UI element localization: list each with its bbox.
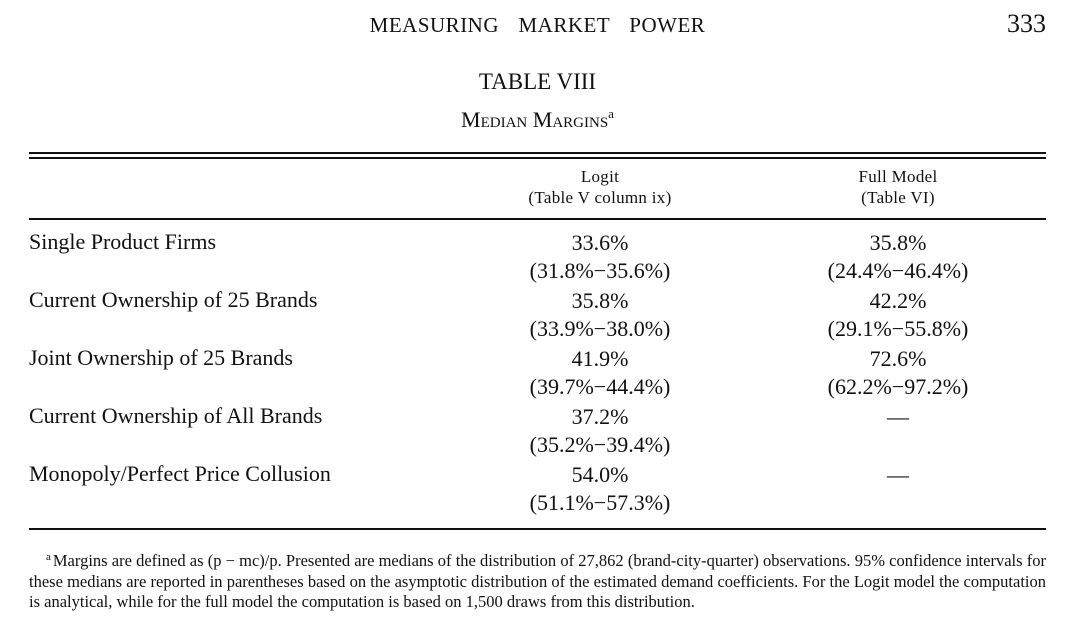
table-caption: Median Marginsa bbox=[0, 106, 1075, 133]
header-rule bbox=[29, 218, 1046, 220]
table-label: TABLE VIII bbox=[478, 69, 597, 94]
table-row: Single Product Firms 33.6% (31.8%−35.6%)… bbox=[0, 229, 1091, 287]
full-model-median: 35.8% bbox=[869, 230, 927, 255]
page-number: 333 bbox=[1007, 9, 1046, 38]
full-model-cell: 42.2% (29.1%−55.8%) bbox=[768, 287, 1028, 343]
full-model-cell: 72.6% (62.2%−97.2%) bbox=[768, 345, 1028, 401]
full-model-median: 72.6% bbox=[869, 346, 927, 371]
table-row: Current Ownership of All Brands 37.2% (3… bbox=[0, 403, 1091, 461]
logit-cell: 37.2% (35.2%−39.4%) bbox=[470, 403, 730, 459]
full-model-interval: (62.2%−97.2%) bbox=[827, 374, 969, 399]
column-header-full-model-title: Full Model bbox=[858, 167, 938, 186]
logit-cell: 33.6% (31.8%−35.6%) bbox=[470, 229, 730, 285]
row-label: Current Ownership of 25 Brands bbox=[29, 287, 318, 312]
caption-footnote-marker: a bbox=[608, 106, 614, 121]
full-model-median: 42.2% bbox=[869, 288, 927, 313]
top-rule-second bbox=[29, 157, 1046, 159]
column-header-logit-subtitle: (Table V column ix) bbox=[528, 188, 672, 207]
logit-interval: (39.7%−44.4%) bbox=[529, 374, 671, 399]
table-row: Joint Ownership of 25 Brands 41.9% (39.7… bbox=[0, 345, 1091, 403]
top-rule bbox=[29, 152, 1046, 154]
logit-median: 33.6% bbox=[571, 230, 629, 255]
full-model-cell: — bbox=[768, 461, 1028, 489]
logit-interval: (33.9%−38.0%) bbox=[529, 316, 671, 341]
row-label: Current Ownership of All Brands bbox=[29, 403, 323, 428]
footnote-marker: a bbox=[46, 551, 51, 563]
bottom-rule bbox=[29, 528, 1046, 530]
logit-median: 41.9% bbox=[571, 346, 629, 371]
full-model-interval: (29.1%−55.8%) bbox=[827, 316, 969, 341]
logit-median: 35.8% bbox=[571, 288, 629, 313]
logit-cell: 54.0% (51.1%−57.3%) bbox=[470, 461, 730, 517]
full-model-interval: (24.4%−46.4%) bbox=[827, 258, 969, 283]
logit-median: 54.0% bbox=[571, 462, 629, 487]
logit-median: 37.2% bbox=[571, 404, 629, 429]
row-label: Monopoly/Perfect Price Collusion bbox=[29, 461, 331, 486]
table-row: Monopoly/Perfect Price Collusion 54.0% (… bbox=[0, 461, 1091, 519]
full-model-median: — bbox=[887, 404, 909, 429]
logit-cell: 35.8% (33.9%−38.0%) bbox=[470, 287, 730, 343]
column-header-full-model: Full Model (Table VI) bbox=[768, 166, 1028, 208]
footnote: a Margins are defined as (p − mc)/p. Pres… bbox=[29, 547, 1046, 613]
table-row: Current Ownership of 25 Brands 35.8% (33… bbox=[0, 287, 1091, 345]
column-header-full-model-subtitle: (Table VI) bbox=[861, 188, 935, 207]
row-label: Joint Ownership of 25 Brands bbox=[29, 345, 293, 370]
column-header-logit: Logit (Table V column ix) bbox=[470, 166, 730, 208]
logit-interval: (31.8%−35.6%) bbox=[529, 258, 671, 283]
logit-interval: (51.1%−57.3%) bbox=[529, 490, 671, 515]
full-model-cell: 35.8% (24.4%−46.4%) bbox=[768, 229, 1028, 285]
running-head: MEASURING MARKET POWER bbox=[369, 13, 706, 37]
full-model-cell: — bbox=[768, 403, 1028, 431]
column-header-logit-title: Logit bbox=[580, 167, 620, 186]
footnote-text: Margins are defined as (p − mc)/p. Prese… bbox=[29, 551, 1046, 611]
row-label: Single Product Firms bbox=[29, 229, 217, 254]
logit-cell: 41.9% (39.7%−44.4%) bbox=[470, 345, 730, 401]
logit-interval: (35.2%−39.4%) bbox=[529, 432, 671, 457]
caption-text: Median Margins bbox=[461, 107, 609, 132]
full-model-median: — bbox=[887, 462, 909, 487]
